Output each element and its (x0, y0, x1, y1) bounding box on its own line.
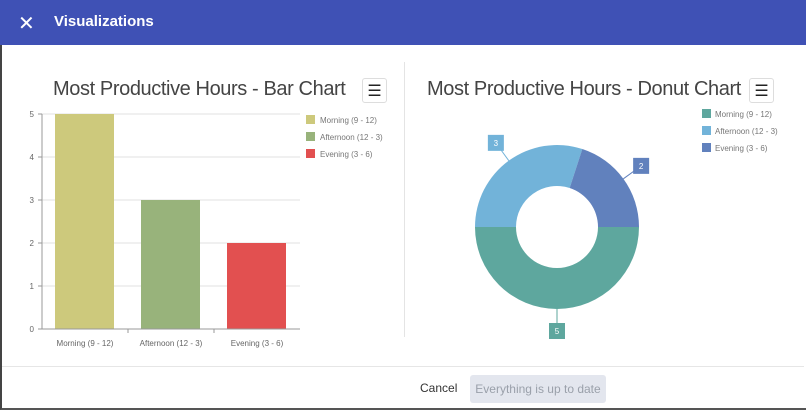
data-label-box (487, 134, 504, 151)
donut-chart-title: Most Productive Hours - Donut Chart (427, 78, 741, 100)
dialog-header: ✕ Visualizations (0, 0, 806, 45)
bar-chart-menu-button[interactable]: ☰ (362, 78, 387, 103)
y-tick-label: 3 (30, 196, 35, 205)
divider (404, 62, 405, 337)
close-icon[interactable]: ✕ (18, 13, 35, 35)
y-tick-label: 0 (30, 325, 35, 334)
donut-slice (569, 149, 639, 227)
footer-divider (2, 366, 804, 367)
legend-swatch (306, 115, 315, 124)
up-to-date-button: Everything is up to date (470, 375, 606, 403)
hamburger-icon: ☰ (754, 82, 769, 100)
dialog-body (0, 45, 806, 410)
data-label: 5 (555, 327, 560, 336)
x-tick-label: Morning (9 - 12) (57, 339, 114, 348)
y-tick-label: 4 (30, 153, 35, 162)
hamburger-icon: ☰ (367, 82, 382, 100)
legend-label: Evening (3 - 6) (715, 144, 768, 153)
y-tick-label: 5 (30, 110, 35, 119)
data-label: 2 (639, 162, 644, 171)
dialog-title: Visualizations (54, 13, 154, 30)
legend-label: Morning (9 - 12) (320, 116, 377, 125)
legend-label: Afternoon (12 - 3) (320, 133, 383, 142)
legend-label: Afternoon (12 - 3) (715, 127, 778, 136)
cancel-button[interactable]: Cancel (420, 381, 458, 395)
y-tick-label: 1 (30, 282, 35, 291)
donut-slice (475, 145, 583, 227)
legend-label: Morning (9 - 12) (715, 110, 772, 119)
data-label: 3 (494, 139, 499, 148)
data-label-box (633, 157, 650, 174)
legend-swatch (702, 143, 711, 152)
x-tick-label: Evening (3 - 6) (231, 339, 284, 348)
bar (55, 114, 114, 329)
legend-swatch (306, 132, 315, 141)
bar (141, 200, 200, 329)
y-tick-label: 2 (30, 239, 35, 248)
bar-chart-title: Most Productive Hours - Bar Chart (53, 78, 346, 100)
donut-slice (475, 227, 639, 309)
bar (227, 243, 286, 329)
x-tick-label: Afternoon (12 - 3) (140, 339, 203, 348)
donut-chart-menu-button[interactable]: ☰ (749, 78, 774, 103)
data-label-box (549, 323, 565, 339)
legend-swatch (702, 126, 711, 135)
legend-swatch (702, 109, 711, 118)
legend-label: Evening (3 - 6) (320, 150, 373, 159)
legend-swatch (306, 149, 315, 158)
